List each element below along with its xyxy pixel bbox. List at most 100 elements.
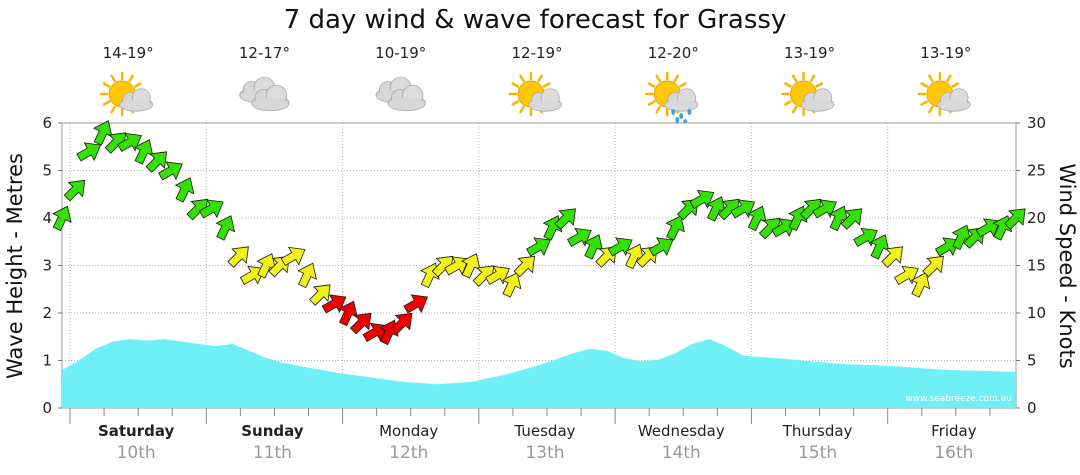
watermark: www.seabreeze.com.au <box>905 394 1012 404</box>
cloud-shape-icon <box>251 84 290 112</box>
wind-arrow-yellow <box>309 284 331 306</box>
chart-title: 7 day wind & wave forecast for Grassy <box>284 5 787 35</box>
cloud-shape-icon <box>119 88 154 112</box>
wind-arrow-green <box>198 199 224 219</box>
sun-cloud-icon <box>99 71 154 117</box>
temperature-label: 12-20° <box>648 44 699 62</box>
sun-ray <box>647 100 656 106</box>
temperature-label: 12-19° <box>511 44 562 62</box>
weather-row: 14-19° 12-17° 10-19° 12-19° 12-20° 13-19° 13-1… <box>99 44 971 125</box>
day-label: Monday <box>379 422 438 440</box>
cloud-shape-icon <box>528 88 562 112</box>
temperature-label: 14-19° <box>103 44 154 62</box>
wind-arrow-green <box>215 215 236 241</box>
wind-arrow-green <box>174 177 195 203</box>
right-tick-label: 10 <box>1027 304 1046 322</box>
wind-arrow-yellow <box>297 262 317 289</box>
wind-arrow-green <box>76 142 102 162</box>
wind-arrow-green <box>145 151 168 173</box>
wind-arrow-yellow <box>910 272 931 298</box>
rain-drop-icon <box>671 109 676 115</box>
left-tick-label: 0 <box>42 399 52 417</box>
left-tick-label: 3 <box>42 257 52 275</box>
sun-ray <box>928 74 934 83</box>
left-axis-title: Wave Height - Metres <box>3 153 27 379</box>
temperature-label: 12-17° <box>239 44 290 62</box>
cloud-fill <box>120 100 152 111</box>
wind-arrow-yellow <box>280 246 306 267</box>
sun-ray <box>679 82 687 88</box>
date-label: 13th <box>525 443 564 463</box>
cloud-shape-icon <box>664 88 699 112</box>
sun-ray <box>784 82 792 88</box>
cloud-fill <box>388 98 425 110</box>
sun-cloud-rain-icon <box>645 71 699 125</box>
left-tick-label: 2 <box>42 304 52 322</box>
cloud-fill <box>529 100 561 111</box>
sun-ray <box>673 74 680 83</box>
sun-ray <box>133 82 142 88</box>
sun-ray <box>951 82 960 88</box>
wind-arrow-red <box>403 294 429 314</box>
sun-cloud-icon <box>508 71 562 117</box>
wind-arrow-yellow <box>239 265 265 286</box>
date-label: 14th <box>662 443 701 463</box>
day-label: Wednesday <box>638 422 725 440</box>
sun-ray <box>809 74 816 83</box>
right-axis-title: Wind Speed - Knots <box>1055 163 1079 368</box>
sun-cloud-icon <box>781 71 835 117</box>
wind-arrow-green <box>840 208 863 230</box>
sun-ray <box>655 74 662 83</box>
temperature-label: 13-19° <box>920 44 971 62</box>
right-tick-label: 20 <box>1027 209 1046 227</box>
wind-arrow-green <box>63 179 86 202</box>
sun-ray <box>511 100 520 106</box>
day-label: Sunday <box>241 422 304 440</box>
right-tick-label: 5 <box>1027 352 1037 370</box>
wind-arrow-green <box>526 237 551 257</box>
wave-height-area <box>62 339 1016 408</box>
wind-arrow-green <box>1004 208 1026 230</box>
wind-arrow-green <box>648 237 674 257</box>
wind-arrow-red <box>390 312 413 335</box>
sun-ray <box>110 105 116 114</box>
wind-arrow-green <box>771 218 797 238</box>
sun-ray <box>511 82 520 88</box>
sun-ray <box>519 74 525 83</box>
wind-arrow-green <box>934 237 960 257</box>
date-label: 10th <box>117 443 156 463</box>
day-label: Thursday <box>782 422 853 440</box>
sun-ray <box>647 82 656 88</box>
rain-drop-icon <box>679 113 684 119</box>
wind-arrow-yellow <box>513 255 536 278</box>
cloud-fill <box>801 100 834 111</box>
right-tick-label: 25 <box>1027 162 1046 180</box>
cloud-icon <box>239 76 290 112</box>
sun-ray <box>920 100 929 106</box>
sun-ray <box>655 105 662 114</box>
date-label: 15th <box>798 443 837 463</box>
wind-arrow-green <box>158 161 183 181</box>
day-label: Friday <box>931 422 977 440</box>
sun-ray <box>815 82 824 88</box>
date-label: 12th <box>389 443 428 463</box>
temperature-label: 10-19° <box>375 44 426 62</box>
cloud-shape-icon <box>936 88 971 112</box>
left-tick-label: 6 <box>42 114 52 132</box>
days-row: Saturday 10th Sunday 11th Monday 12th Tuesday 1… <box>98 422 977 463</box>
right-tick-label: 15 <box>1027 257 1046 275</box>
date-label: 16th <box>934 443 973 463</box>
wind-arrow-green <box>665 215 685 241</box>
date-label: 11th <box>253 443 292 463</box>
right-tick-label: 30 <box>1027 114 1046 132</box>
wind-arrow-yellow <box>922 255 944 278</box>
right-tick-label: 0 <box>1027 399 1037 417</box>
wind-layer <box>52 120 1026 346</box>
sun-ray <box>791 105 798 114</box>
cloud-shape-icon <box>387 84 426 112</box>
cloud-fill <box>665 100 698 111</box>
sun-ray <box>920 82 929 88</box>
cloud-shape-icon <box>800 88 835 112</box>
sun-ray <box>946 74 952 83</box>
